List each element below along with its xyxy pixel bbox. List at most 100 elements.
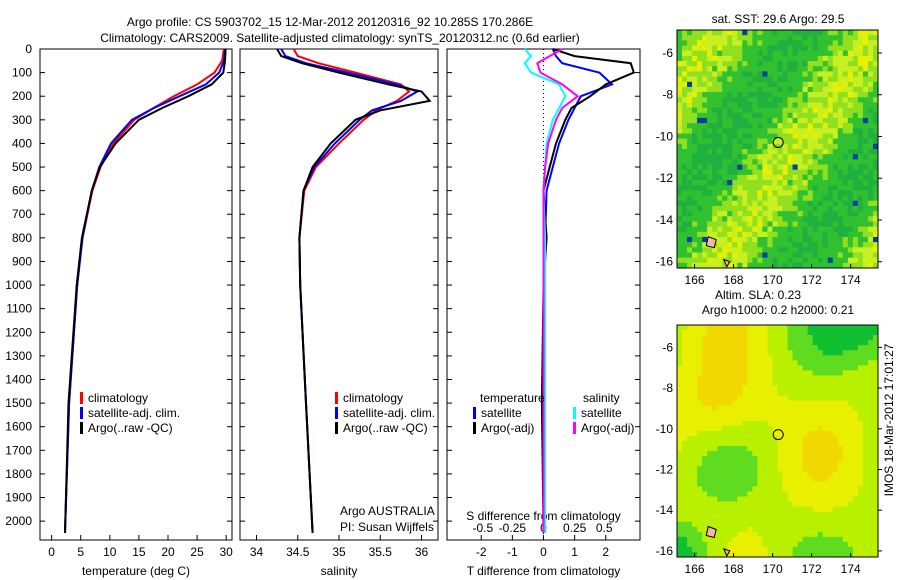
x-tick-label: 30	[220, 545, 234, 559]
series-line-climatology	[64, 48, 225, 533]
legend-swatch	[573, 422, 576, 434]
legend-temperature-heading: temperature	[480, 391, 545, 405]
map-heatmap-4	[677, 325, 879, 558]
x-tick-label: 1	[571, 545, 578, 559]
y-tick-label: 1200	[5, 325, 32, 339]
sla-map-title-2: Argo h1000: 0.2 h2000: 0.21	[702, 303, 854, 317]
x-tick-label: -2	[476, 545, 487, 559]
map-y-tick-label: -6	[662, 46, 673, 60]
map-x-tick-label: 172	[802, 273, 822, 287]
legend-label: Argo(-adj)	[481, 421, 534, 435]
y-tick-label: 1300	[5, 349, 32, 363]
legend-swatch	[80, 392, 83, 404]
y-tick-label: 200	[12, 89, 32, 103]
legend-label: satellite-adj. clim.	[88, 406, 180, 420]
plot-frame-0	[39, 48, 233, 541]
map-x-tick-label: 170	[763, 273, 783, 287]
map-x-tick-label: 168	[724, 273, 744, 287]
y-tick-label: 500	[12, 160, 32, 174]
plot-frame-1	[239, 48, 439, 541]
series-line-argo-raw-qc-	[64, 48, 227, 533]
map-x-tick-label: 174	[841, 273, 861, 287]
y-tick-label: 0	[25, 42, 32, 56]
sla-map-title-1: Altim. SLA: 0.23	[715, 288, 801, 302]
island-vanuatu	[705, 236, 731, 268]
legend-swatch	[80, 407, 83, 419]
legend-swatch	[335, 422, 338, 434]
x-tick-label: 20	[161, 545, 175, 559]
legend-label: climatology	[88, 391, 148, 405]
x-tick-label: 2	[602, 545, 609, 559]
x2-tick-label: -0.5	[472, 521, 493, 535]
series-line-satellite-adj-clim-	[64, 48, 226, 533]
legend-label: satellite	[481, 406, 522, 420]
y-tick-label: 1900	[5, 491, 32, 505]
map-x-tick-label: 166	[685, 562, 705, 576]
map-y-tick-label: -12	[656, 462, 674, 476]
map-y-tick-label: -16	[656, 544, 674, 558]
map-y-tick-label: -10	[656, 129, 674, 143]
legend-label: satellite-adj. clim.	[343, 406, 435, 420]
x-tick-label: 5	[77, 545, 84, 559]
x-axis-label: salinity	[321, 564, 358, 578]
x-tick-label: 34	[250, 545, 264, 559]
x-tick-label: 35	[332, 545, 346, 559]
legend-label: climatology	[343, 391, 403, 405]
series-line-salinity-satellite	[523, 48, 567, 533]
title-line-2: Climatology: CARS2009. Satellite-adjuste…	[100, 31, 580, 45]
y-tick-label: 1000	[5, 278, 32, 292]
y-tick-label: 1600	[5, 420, 32, 434]
x2-tick-label: 0.25	[563, 521, 587, 535]
annotation-argo-australia: Argo AUSTRALIA	[340, 504, 435, 518]
series-line-temperature-satellite	[542, 48, 614, 533]
map-x-tick-label: 172	[802, 562, 822, 576]
legend-swatch	[335, 407, 338, 419]
y-tick-label: 100	[12, 66, 32, 80]
map-heatmap-3	[677, 30, 879, 269]
map-y-tick-label: -14	[656, 213, 674, 227]
y-tick-label: 1400	[5, 372, 32, 386]
map-x-tick-label: 166	[685, 273, 705, 287]
x-tick-label: -1	[507, 545, 518, 559]
island-vanuatu	[705, 525, 731, 557]
map-y-tick-label: -6	[662, 340, 673, 354]
map-frame	[676, 324, 879, 558]
x2-tick-label: 0.5	[596, 521, 613, 535]
legend-swatch	[573, 407, 576, 419]
x-tick-label: 36	[415, 545, 429, 559]
legend-label: Argo(..raw -QC)	[88, 421, 173, 435]
x-axis-label: T difference from climatology	[467, 564, 621, 578]
float-position-marker	[772, 136, 784, 148]
float-position-marker	[772, 429, 784, 441]
legend-swatch	[473, 422, 476, 434]
x-tick-label: 15	[132, 545, 146, 559]
y-tick-label: 1500	[5, 396, 32, 410]
y-tick-label: 400	[12, 136, 32, 150]
map-y-tick-label: -14	[656, 503, 674, 517]
legend-swatch	[473, 407, 476, 419]
x-tick-label: 34.5	[286, 545, 310, 559]
legend-label: Argo(-adj)	[581, 421, 634, 435]
y-tick-label: 1800	[5, 467, 32, 481]
map-y-tick-label: -8	[662, 88, 673, 102]
x-tick-label: 25	[190, 545, 204, 559]
map-x-tick-label: 170	[763, 562, 783, 576]
legend-salinity-heading: salinity	[583, 391, 620, 405]
map-frame	[676, 29, 879, 269]
x-tick-label: 10	[103, 545, 117, 559]
map-y-tick-label: -8	[662, 381, 673, 395]
y-tick-label: 800	[12, 231, 32, 245]
legend-swatch	[80, 422, 83, 434]
map-y-tick-label: -10	[656, 422, 674, 436]
series-line-satellite-adj-clim-	[280, 48, 420, 533]
sst-map-title: sat. SST: 29.6 Argo: 29.5	[712, 12, 845, 26]
y-tick-label: 1100	[6, 302, 32, 316]
legend-label: satellite	[581, 406, 622, 420]
x2-tick-label: -0.25	[499, 521, 527, 535]
y-tick-label: 300	[12, 113, 32, 127]
footer-timestamp: IMOS 18-Mar-2012 17:01:27	[882, 343, 896, 496]
y-tick-label: 2000	[5, 514, 32, 528]
map-y-tick-label: -16	[656, 255, 674, 269]
x-axis-label: temperature (deg C)	[82, 564, 190, 578]
